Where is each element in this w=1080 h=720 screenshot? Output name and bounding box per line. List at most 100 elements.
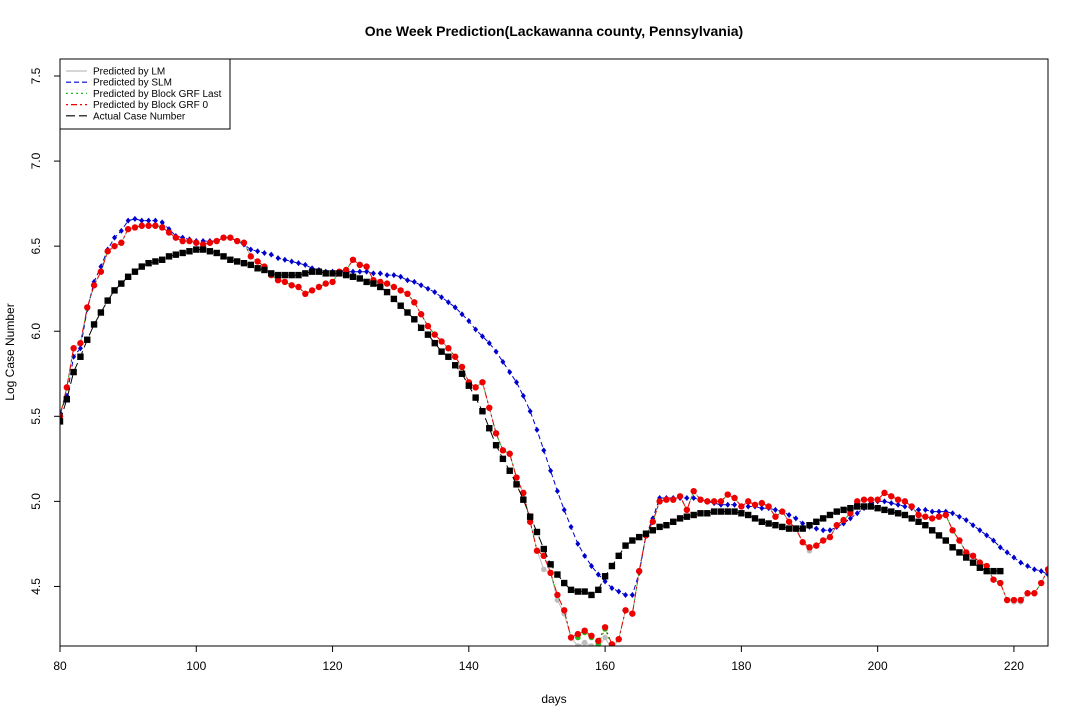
- series-3-point-78: [588, 632, 595, 639]
- series-1-point-56: [439, 294, 445, 301]
- series-1-point-145: [1045, 571, 1048, 578]
- series-3-point-76: [574, 630, 582, 638]
- series-1-point-109: [800, 520, 806, 527]
- series-4-point-45: [363, 278, 370, 286]
- series-3-point-53: [417, 311, 425, 318]
- series-3: [60, 222, 1048, 646]
- series-4-point-33: [281, 271, 289, 279]
- series-3-point-81: [608, 641, 616, 646]
- series-4-point-52: [411, 316, 418, 323]
- series-1-point-12: [139, 217, 145, 224]
- series-3-point-95: [704, 498, 711, 505]
- series-3-point-90: [670, 496, 677, 503]
- series-1-point-111: [813, 525, 819, 532]
- legend-box: [59, 58, 231, 130]
- series-3-point-36: [302, 290, 309, 297]
- series-1-point-142: [1025, 563, 1031, 570]
- series-3-point-102: [751, 501, 759, 508]
- series-1-point-99: [732, 501, 738, 508]
- series-3-point-21: [199, 241, 207, 248]
- series-1-point-58: [452, 304, 458, 311]
- legend-label-0: Predicted by LM: [93, 67, 165, 78]
- series-3-point-101: [744, 498, 752, 505]
- series-3-point-85: [635, 567, 643, 575]
- y-tick-label-3: 6.0: [29, 323, 43, 340]
- series-1-point-79: [595, 571, 601, 578]
- series-4-point-83: [622, 542, 629, 549]
- series-1-point-116: [847, 515, 853, 522]
- series-4-point-7: [104, 297, 111, 304]
- series-3-point-109: [799, 539, 806, 546]
- chart-title: One Week Prediction(Lackawanna county, P…: [365, 23, 743, 39]
- series-4-point-81: [608, 562, 616, 570]
- series-3-point-39: [322, 280, 329, 287]
- series-4-point-119: [867, 503, 875, 510]
- series-3-point-84: [629, 610, 636, 617]
- series-4-point-31: [268, 270, 275, 277]
- series-1-point-49: [391, 272, 397, 279]
- series-0-point-77: [581, 639, 588, 646]
- series-1-point-101: [745, 503, 751, 510]
- series-3-point-99: [731, 494, 738, 502]
- series-4-point-15: [159, 256, 166, 263]
- series-3-point-45: [363, 263, 370, 270]
- series-3-point-82: [615, 635, 622, 643]
- series-4-point-129: [935, 532, 943, 539]
- series-3-point-112: [819, 537, 827, 544]
- series-3-point-116: [847, 510, 854, 517]
- series-4-point-21: [199, 246, 207, 253]
- series-3-point-125: [908, 503, 915, 510]
- series-0-point-76: [575, 643, 581, 646]
- series-3-point-40: [329, 278, 336, 286]
- y-tick-label-0: 4.5: [29, 578, 43, 595]
- series-4-point-9: [118, 280, 125, 287]
- series-4-point-115: [840, 506, 847, 514]
- x-axis-label: days: [541, 692, 566, 706]
- series-1-point-70: [534, 426, 540, 433]
- series-3-point-141: [1017, 596, 1024, 604]
- series-1-point-62: [479, 333, 485, 340]
- series-4-point-34: [288, 271, 295, 279]
- series-3-point-117: [854, 498, 861, 505]
- series-3-point-118: [860, 496, 868, 503]
- series-4-point-58: [452, 362, 459, 369]
- series-3-point-93: [690, 487, 697, 495]
- series-1-point-8: [112, 234, 118, 241]
- series-4-point-94: [697, 510, 704, 517]
- series-1-line: [60, 218, 1048, 596]
- series-3-point-120: [874, 496, 881, 503]
- series-3-point-75: [567, 634, 575, 641]
- series-4-point-53: [417, 324, 425, 332]
- series-4-point-130: [942, 537, 949, 544]
- series-4-point-47: [377, 283, 384, 291]
- series-3-point-119: [867, 496, 875, 503]
- series-3-point-80: [601, 624, 609, 631]
- series-4-point-85: [635, 533, 643, 541]
- series-3-point-94: [697, 496, 704, 503]
- series-4-point-60: [465, 382, 473, 389]
- series-3-point-22: [206, 239, 214, 246]
- series-3-point-96: [710, 498, 718, 505]
- series-4-point-61: [472, 394, 479, 401]
- series-4-point-124: [901, 511, 909, 519]
- series-1-point-74: [561, 506, 567, 513]
- series-1-point-81: [609, 585, 615, 592]
- series-4-point-20: [193, 246, 200, 253]
- series-4-point-28: [247, 261, 254, 269]
- series-1-point-50: [398, 273, 404, 280]
- series-1-point-44: [357, 268, 363, 275]
- series-3-point-104: [765, 503, 772, 510]
- series-3-point-107: [785, 518, 793, 525]
- series-3-point-8: [111, 242, 118, 250]
- series-4-point-131: [949, 544, 956, 551]
- series-4-point-44: [356, 275, 364, 282]
- series-3-point-63: [486, 404, 493, 411]
- series-4-point-40: [329, 270, 336, 277]
- series-3-point-47: [377, 278, 384, 286]
- y-tick-label-6: 7.5: [29, 67, 43, 84]
- series-1-point-80: [602, 578, 608, 585]
- series-4-point-49: [390, 295, 398, 303]
- series-1-point-13: [146, 217, 152, 224]
- series-1-point-127: [922, 506, 928, 513]
